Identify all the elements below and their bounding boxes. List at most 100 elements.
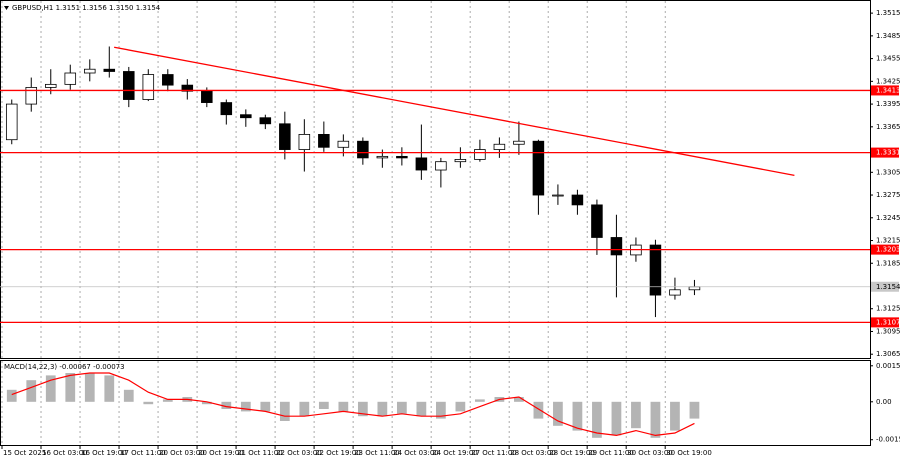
macd-bar: [260, 401, 271, 412]
x-tick-label: 28 Oct 19:00: [549, 449, 595, 457]
macd-bar: [6, 389, 17, 402]
candle-body: [201, 90, 213, 103]
candle-body: [25, 87, 38, 105]
candle-body: [64, 72, 77, 85]
level-label-box: [871, 317, 899, 328]
y-tick-label: 1.3485: [876, 32, 900, 40]
macd-signal: [11, 372, 695, 437]
chart-title: GBPUSD,H1 1.3151 1.3156 1.3150 1.3154: [12, 4, 161, 12]
x-tick-label: 16 Oct 03:00: [42, 449, 88, 457]
y-tick-label: 1.3275: [876, 191, 900, 199]
x-tick-label: 24 Oct 03:00: [393, 449, 439, 457]
level-label: 1.3107: [876, 318, 900, 326]
macd-bar: [162, 399, 173, 402]
candle-body: [123, 71, 135, 100]
trendline: [114, 46, 795, 176]
candle-body: [181, 84, 194, 92]
current-price-box: [871, 281, 899, 292]
x-tick-label: 22 Oct 19:00: [315, 449, 361, 457]
macd-bar: [377, 401, 388, 417]
x-tick-label: 29 Oct 11:00: [588, 449, 634, 457]
candle-body: [45, 83, 57, 88]
candle-body: [240, 114, 252, 119]
x-tick-label: 20 Oct 03:00: [159, 449, 205, 457]
candle-body: [591, 204, 603, 238]
candle-body: [649, 244, 662, 296]
x-tick-label: 30 Oct 03:00: [627, 449, 673, 457]
candle-body: [84, 68, 96, 74]
y-tick-label: 0.00: [876, 398, 892, 406]
macd-bar: [123, 389, 134, 402]
macd-bar: [631, 401, 641, 429]
macd-bar: [26, 380, 37, 402]
x-tick-label: 22 Oct 03:00: [276, 449, 322, 457]
candle-body: [357, 140, 369, 159]
candle-body: [474, 149, 486, 160]
menu-icon: [4, 6, 9, 10]
x-tick-label: 21 Oct 11:00: [237, 449, 283, 457]
macd-bar: [689, 401, 700, 419]
macd-bar: [514, 397, 524, 402]
x-tick-label: 24 Oct 19:00: [432, 449, 478, 457]
level-label-box: [871, 244, 899, 255]
candle-body: [610, 237, 623, 256]
y-tick-label: 1.3095: [876, 327, 900, 335]
candle-body: [493, 143, 506, 150]
candle-body: [454, 159, 467, 163]
macd-bar: [670, 401, 680, 431]
y-tick-label: 1.3455: [876, 55, 900, 63]
x-tick-label: 16 Oct 19:00: [81, 449, 127, 457]
macd-bar: [65, 373, 76, 402]
x-tick-label: 27 Oct 11:00: [471, 449, 517, 457]
macd-frame: [0, 360, 871, 446]
candle-body: [552, 194, 564, 197]
candle-body: [279, 123, 291, 150]
macd-bar: [84, 373, 95, 402]
y-tick-label: 1.3305: [876, 168, 900, 176]
level-label: 1.3203: [876, 246, 900, 254]
candle-body: [298, 134, 311, 150]
candle-body: [162, 74, 174, 86]
macd-bar: [279, 401, 290, 421]
y-tick-label: 1.3215: [876, 237, 900, 245]
y-tick-label: 1.3185: [876, 259, 900, 267]
macd-bar: [357, 401, 368, 417]
candle-body: [5, 103, 18, 141]
macd-bar: [45, 375, 56, 402]
macd-bar: [240, 401, 251, 412]
candle-body: [337, 140, 350, 148]
macd-bar: [143, 401, 154, 405]
macd-bar: [475, 399, 485, 402]
x-tick-label: 30 Oct 19:00: [666, 449, 712, 457]
x-tick-label: 23 Oct 11:00: [354, 449, 400, 457]
macd-title: MACD(14,22,3) -0.00067 -0.00073: [4, 363, 125, 371]
y-tick-label: 1.3365: [876, 123, 900, 131]
candle-body: [396, 155, 408, 159]
level-label: 1.3413: [876, 86, 900, 94]
macd-bar: [455, 401, 466, 412]
x-tick-label: 28 Oct 03:00: [510, 449, 556, 457]
y-tick-label: 1.3515: [876, 9, 900, 17]
y-tick-label: -0.00158: [876, 436, 900, 444]
macd-bar: [416, 401, 427, 417]
x-tick-label: 15 Oct 2025: [3, 449, 46, 457]
macd-bar: [533, 401, 544, 419]
candle-body: [571, 194, 584, 206]
macd-bar: [318, 401, 329, 409]
candle-body: [103, 68, 116, 72]
macd-bar: [572, 401, 583, 431]
y-tick-label: 1.3245: [876, 214, 900, 222]
y-tick-label: 1.3395: [876, 100, 900, 108]
x-tick-label: 17 Oct 11:00: [120, 449, 166, 457]
level-label-box: [871, 85, 899, 96]
macd-bar: [104, 375, 115, 402]
candle-body: [688, 286, 701, 291]
macd-bar: [553, 401, 563, 426]
macd-bar: [436, 401, 446, 419]
candle-body: [376, 155, 389, 159]
candle-body: [220, 102, 233, 116]
candle-body: [513, 140, 525, 145]
level-label: 1.3331: [876, 149, 900, 157]
